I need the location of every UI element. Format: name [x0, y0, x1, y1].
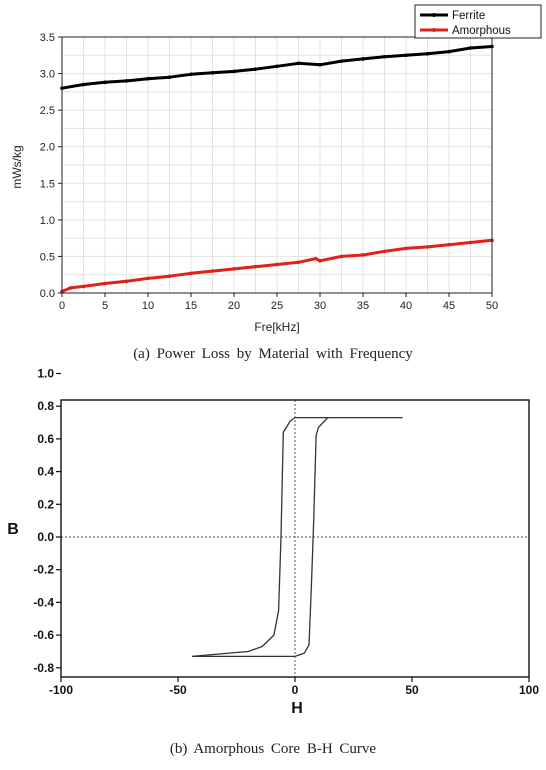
x-tick-label: 10: [142, 300, 154, 312]
x-tick-label: 15: [185, 300, 197, 312]
chart-a-grid: [62, 37, 492, 293]
data-point-ferrite: [361, 57, 365, 61]
y-tick-label: -0.2: [33, 563, 54, 577]
x-tick-label: 40: [400, 300, 412, 312]
data-point-amorphous: [339, 254, 344, 259]
data-point-ferrite: [318, 62, 322, 67]
legend-marker-ferrite: [432, 13, 436, 17]
x-tick-label: 30: [314, 300, 326, 312]
data-point-amorphous: [210, 269, 215, 273]
chart-b-x-axis-label: H: [291, 700, 303, 717]
data-point-ferrite: [404, 53, 408, 58]
chart-b-series: [191, 416, 403, 658]
data-point-ferrite: [339, 59, 344, 63]
data-point-ferrite: [425, 52, 430, 56]
x-tick-label: 20: [228, 300, 240, 312]
y-tick-label: 0.6: [37, 432, 54, 446]
y-tick-label: 0.2: [37, 497, 54, 511]
data-point-ferrite: [382, 54, 387, 59]
legend-label-ferrite: Ferrite: [452, 10, 485, 22]
chart-a-legend: Ferrite Amorphous: [414, 4, 542, 39]
data-point-ferrite: [296, 61, 301, 66]
y-tick-label: 2.5: [40, 105, 55, 117]
data-point-ferrite: [81, 82, 86, 87]
x-tick-label: 50: [486, 300, 498, 312]
data-point-amorphous: [296, 260, 301, 265]
x-tick-label: -50: [169, 683, 187, 697]
legend-marker-amorphous: [432, 28, 436, 32]
chart-a-caption: (a) Power Loss by Material with Frequenc…: [133, 346, 413, 362]
legend-label-amorphous: Amorphous: [452, 25, 511, 37]
chart-b-ticks: -100 -50 0 50 100 1.0 0.8 0.6 0.4 0.2 0.0 -0.2 -0.4 -…: [33, 367, 539, 698]
chart-b-caption: (b) Amorphous Core B-H Curve: [170, 741, 376, 757]
data-point-amorphous: [253, 264, 258, 269]
data-point-amorphous: [232, 267, 236, 271]
x-tick-label: 0: [59, 300, 65, 312]
chart-a-x-axis-label: Fre[kHz]: [254, 320, 299, 334]
y-tick-label: 1.0: [40, 215, 55, 227]
y-tick-label: -0.6: [33, 628, 54, 642]
chart-b-y-axis-label: B: [7, 521, 19, 538]
data-point-amorphous: [68, 286, 73, 290]
y-tick-label: 0.0: [40, 288, 55, 300]
data-point-ferrite: [167, 75, 172, 80]
chart-a-y-axis-label: mWs/kg: [10, 145, 24, 188]
data-point-ferrite: [468, 46, 473, 50]
y-tick-label: 3.0: [40, 69, 55, 81]
data-point-amorphous: [425, 245, 430, 249]
data-point-ferrite: [189, 72, 193, 77]
chart-b: -100 -50 0 50 100 1.0 0.8 0.6 0.4 0.2 0.0 -0.2 -0.4 -…: [7, 367, 539, 758]
data-point-amorphous: [404, 246, 408, 251]
x-tick-label: 35: [357, 300, 369, 312]
data-point-amorphous: [189, 271, 193, 276]
chart-a: 0 5 10 15 20 25 30 35 40 45 50 0.0 0.5 1.0 1.5 2.0 2.5 3.…: [10, 4, 542, 362]
data-point-amorphous: [103, 281, 107, 286]
x-tick-label: 50: [405, 683, 419, 697]
y-tick-label: 1.5: [40, 178, 55, 190]
x-tick-label: -100: [49, 683, 73, 697]
x-tick-label: 100: [519, 683, 539, 697]
data-point-amorphous: [318, 259, 322, 263]
data-point-amorphous: [468, 240, 473, 245]
data-point-amorphous: [167, 274, 172, 278]
y-tick-label: 0.0: [37, 530, 54, 544]
data-point-ferrite: [210, 71, 215, 75]
data-point-ferrite: [124, 79, 129, 83]
chart-a-ticks: 0 5 10 15 20 25 30 35 40 45 50 0.0 0.5 1.0 1.5 2.0 2.5 3.…: [40, 32, 498, 312]
y-tick-label: -0.4: [33, 595, 54, 609]
legend-box: [414, 4, 542, 39]
bh-curve-left-branch: [191, 416, 403, 658]
data-point-ferrite: [447, 49, 451, 54]
data-point-ferrite: [232, 69, 236, 74]
chart-a-plot-frame: [61, 36, 493, 294]
chart-b-zero-lines: [61, 400, 529, 677]
y-tick-label: 0.5: [40, 251, 55, 263]
data-point-ferrite: [103, 80, 107, 85]
chart-a-series: [60, 44, 494, 294]
y-tick-label: 0.8: [37, 399, 54, 413]
bh-curve-right-branch: [192, 417, 329, 658]
data-point-amorphous: [382, 249, 387, 254]
x-tick-label: 0: [292, 683, 299, 697]
data-point-amorphous: [313, 256, 318, 261]
data-point-amorphous: [447, 242, 451, 247]
y-tick-label: 3.5: [40, 32, 55, 44]
x-tick-label: 5: [102, 300, 108, 312]
data-point-ferrite: [275, 64, 279, 69]
data-point-amorphous: [146, 276, 150, 281]
data-point-amorphous: [81, 284, 86, 289]
data-point-amorphous: [124, 279, 129, 284]
y-tick-label: -0.8: [33, 661, 54, 675]
data-point-ferrite: [146, 76, 150, 81]
y-tick-label: 1.0: [37, 367, 54, 381]
data-point-amorphous: [275, 262, 279, 267]
x-tick-label: 45: [443, 300, 455, 312]
data-point-ferrite: [253, 67, 258, 71]
y-tick-label: 2.0: [40, 142, 55, 154]
y-tick-label: 0.4: [37, 465, 54, 479]
data-point-amorphous: [361, 253, 365, 257]
x-tick-label: 25: [271, 300, 283, 312]
